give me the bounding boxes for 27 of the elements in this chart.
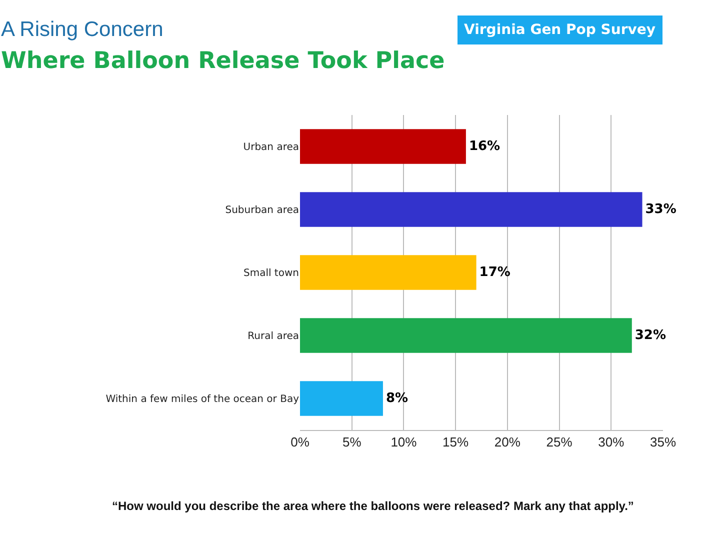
text: Virginia Gen Pop Survey bbox=[464, 22, 656, 38]
data-label: 8% bbox=[386, 391, 408, 406]
bar bbox=[300, 129, 466, 164]
x-tick-label: 10% bbox=[390, 434, 418, 450]
y-tick-label: Suburban area bbox=[225, 205, 299, 216]
bar bbox=[300, 255, 476, 290]
bar bbox=[300, 318, 632, 353]
x-tick-label: 25% bbox=[546, 434, 573, 450]
x-tick-label: 15% bbox=[442, 434, 470, 450]
x-tick-label: 35% bbox=[650, 434, 676, 450]
y-tick-label: Within a few miles of the ocean or Bay bbox=[106, 394, 300, 405]
x-tick-label: 0% bbox=[290, 434, 310, 450]
y-tick-label: Rural area bbox=[248, 331, 299, 342]
bar bbox=[300, 192, 642, 227]
data-label: 32% bbox=[634, 328, 666, 344]
x-tick-label: 20% bbox=[494, 434, 521, 450]
bar bbox=[300, 381, 383, 416]
x-tick-label: 30% bbox=[598, 434, 625, 450]
y-tick-label: Small town bbox=[243, 268, 299, 279]
y-tick-label: Urban area bbox=[243, 142, 299, 153]
data-label: 16% bbox=[468, 139, 500, 154]
data-label: 17% bbox=[479, 265, 510, 280]
text: A Rising Concern bbox=[1, 18, 164, 41]
text: “How would you describe the area where the balloons were released? Mark any that apply.” bbox=[112, 499, 634, 513]
x-tick-label: 5% bbox=[342, 434, 362, 450]
data-label: 33% bbox=[645, 202, 676, 217]
chart-subtitle: Where Balloon Release Took Place bbox=[1, 48, 445, 74]
